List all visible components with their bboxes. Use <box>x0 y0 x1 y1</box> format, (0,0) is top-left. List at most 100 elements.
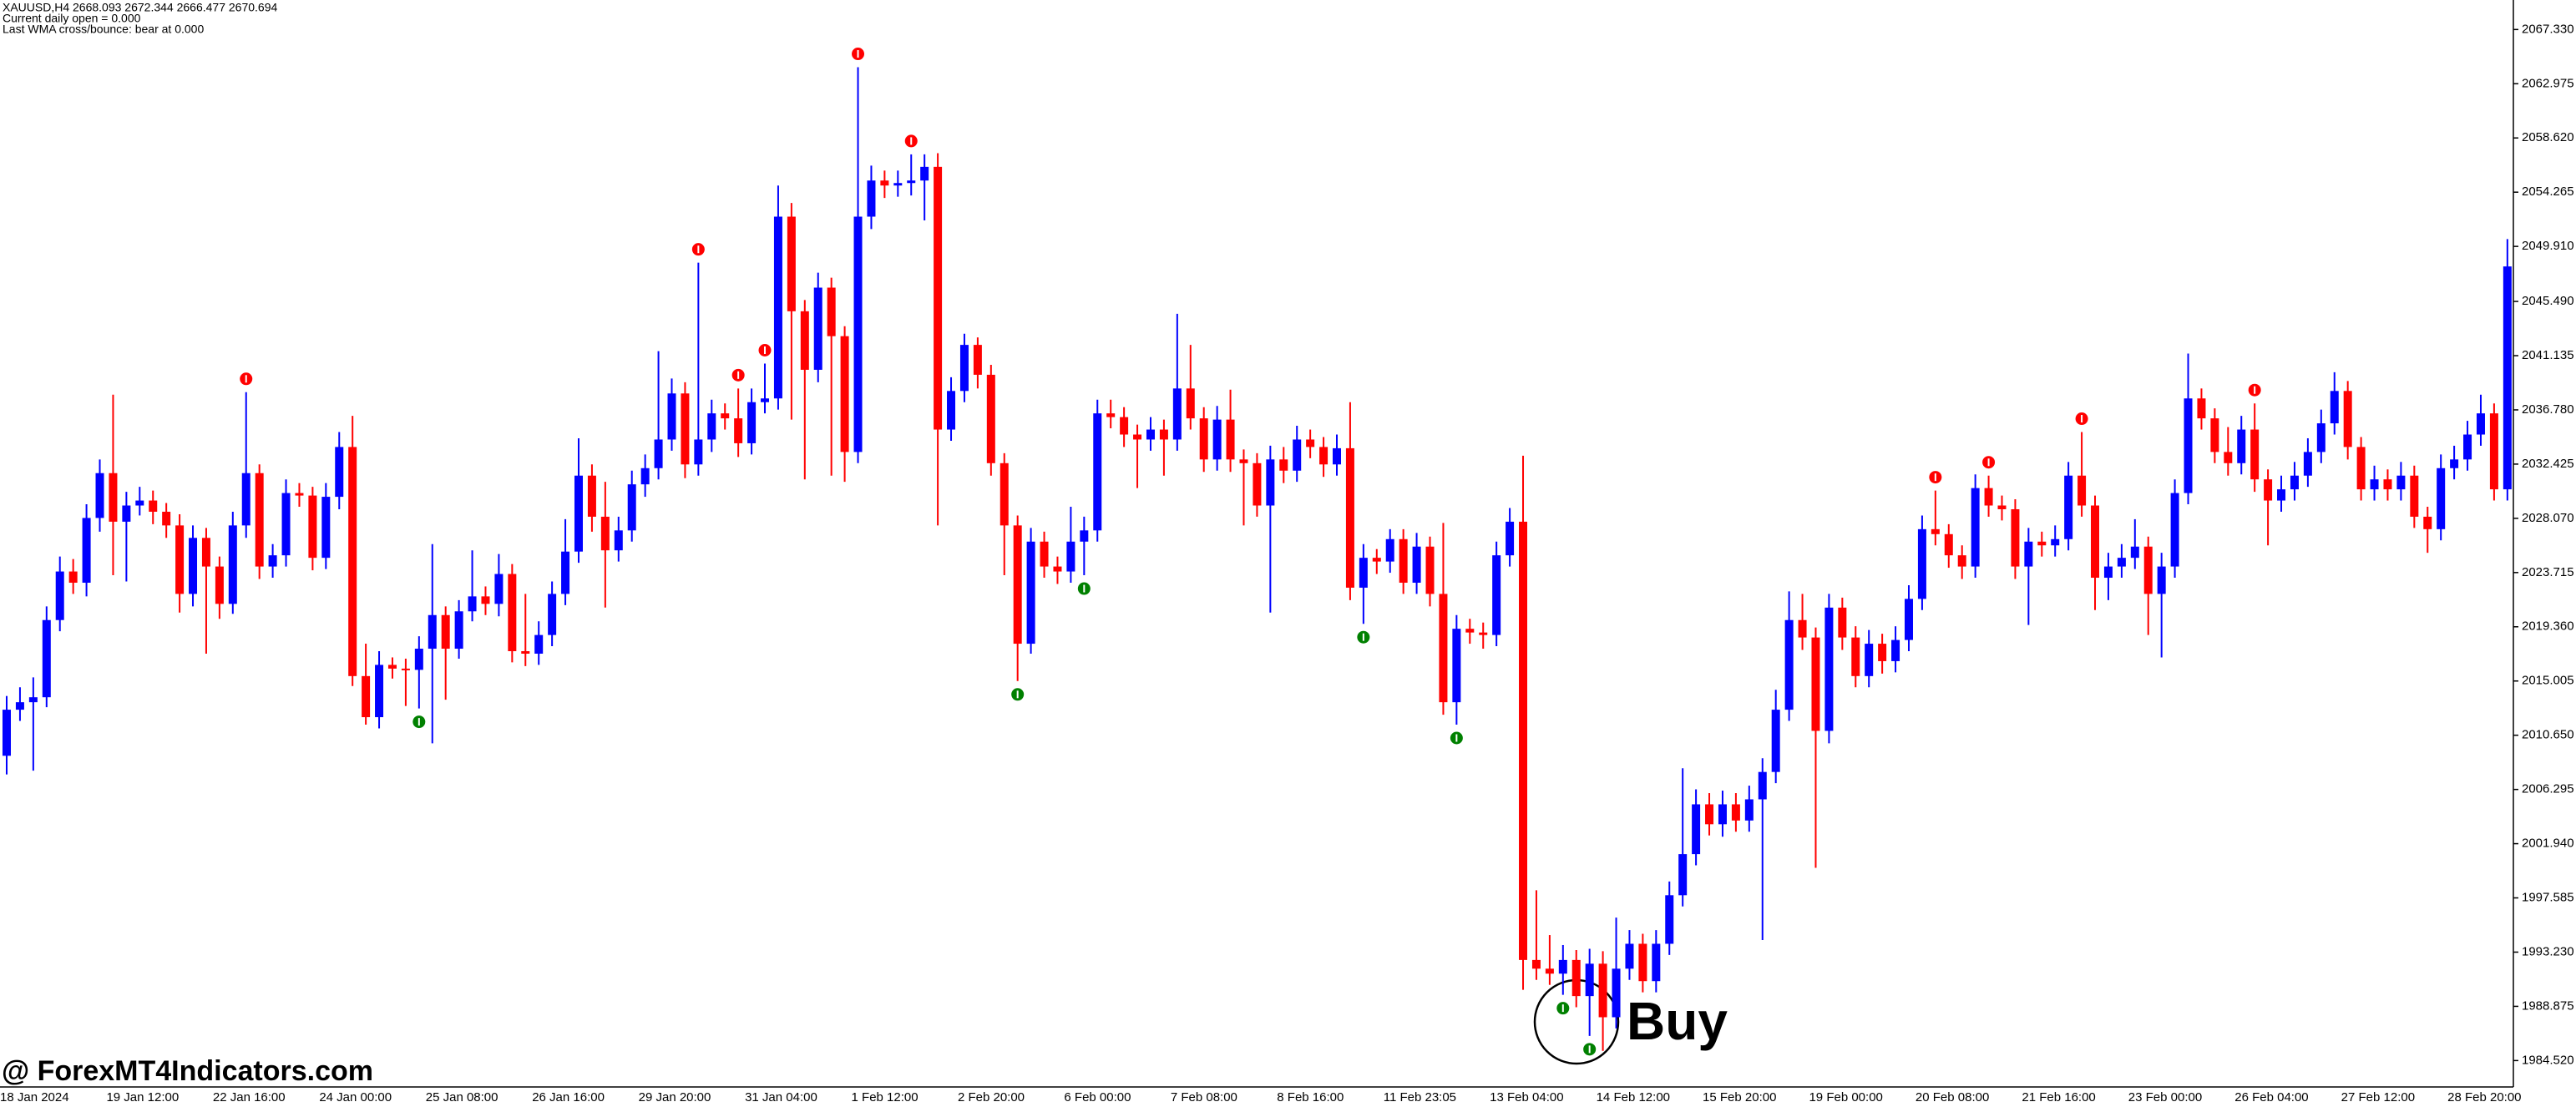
y-tick-label: 2045.490 <box>2522 294 2574 308</box>
candle-body <box>707 413 716 440</box>
candle-body <box>1865 644 1874 676</box>
candle-body <box>2423 516 2432 529</box>
candle-body <box>28 697 38 703</box>
candle-body <box>1093 413 1102 531</box>
candle-body <box>201 538 210 567</box>
y-tick-label: 2054.265 <box>2522 184 2574 199</box>
candle-body <box>95 473 104 518</box>
candle-body <box>1838 607 1847 638</box>
candle-body <box>1531 959 1541 969</box>
candle-body <box>787 216 796 311</box>
candle-body <box>959 345 969 392</box>
candle-body <box>1199 418 1208 460</box>
candle-body <box>454 611 463 650</box>
y-tick-label: 1993.230 <box>2522 944 2574 958</box>
candle-body <box>973 345 982 375</box>
candle-body <box>1053 566 1062 572</box>
candle-body <box>1744 799 1754 821</box>
candle-body <box>55 571 64 620</box>
candle-body <box>122 505 131 522</box>
x-tick-label: 1 Feb 12:00 <box>852 1090 919 1104</box>
candle-body <box>1212 419 1222 460</box>
x-tick-label: 18 Jan 2024 <box>0 1090 69 1104</box>
sell-signal-glyph <box>2254 386 2256 394</box>
y-tick-label: 2032.425 <box>2522 457 2574 471</box>
candle-body <box>2264 479 2273 501</box>
candle-body <box>2330 391 2339 424</box>
x-tick-label: 13 Feb 04:00 <box>1490 1090 1563 1104</box>
candle-body <box>1545 968 1554 974</box>
x-tick-label: 25 Jan 08:00 <box>426 1090 498 1104</box>
candle-body <box>1412 546 1421 583</box>
candle-body <box>2157 566 2166 594</box>
buy-signal-glyph <box>1561 1004 1564 1013</box>
y-tick-label: 2010.650 <box>2522 728 2574 742</box>
y-tick-label: 2015.005 <box>2522 674 2574 688</box>
candle-body <box>827 287 836 336</box>
candle-body <box>2396 475 2406 490</box>
sell-signal-glyph <box>910 137 913 145</box>
x-tick-label: 26 Jan 16:00 <box>532 1090 605 1104</box>
candle-body <box>773 216 782 399</box>
y-tick-label: 1988.875 <box>2522 998 2574 1013</box>
sell-signal-glyph <box>2081 415 2083 423</box>
sell-signal-glyph <box>857 50 859 58</box>
sell-signal-glyph <box>697 245 700 254</box>
candle-body <box>694 439 703 465</box>
candle-body <box>1133 434 1142 440</box>
header-line: XAUUSD,H4 2668.093 2672.344 2666.477 267… <box>3 1 277 14</box>
candle-body <box>3 710 11 756</box>
candle-body <box>2489 413 2498 490</box>
candle-body <box>920 166 929 181</box>
y-tick-label: 2036.780 <box>2522 402 2574 417</box>
x-tick-label: 8 Feb 16:00 <box>1277 1090 1344 1104</box>
x-tick-label: 31 Jan 04:00 <box>745 1090 817 1104</box>
candle-body <box>681 393 690 465</box>
buy-annotation: Buy <box>1627 991 1728 1051</box>
x-tick-label: 21 Feb 16:00 <box>2022 1090 2095 1104</box>
candle-body <box>1798 619 1807 638</box>
candle-body <box>1718 804 1727 825</box>
candle-body <box>1665 895 1674 944</box>
candle-body <box>1000 463 1009 526</box>
candle-body <box>521 651 530 654</box>
x-tick-label: 7 Feb 08:00 <box>1171 1090 1237 1104</box>
candle-body <box>2303 452 2312 476</box>
candle-body <box>1439 594 1448 703</box>
candle-body <box>587 475 596 517</box>
candle-body <box>2130 546 2139 559</box>
candle-body <box>42 619 51 698</box>
candle-body <box>1026 541 1035 644</box>
candle-body <box>853 216 863 452</box>
candle-body <box>2356 447 2366 490</box>
x-tick-label: 26 Feb 04:00 <box>2234 1090 2308 1104</box>
candle-body <box>135 500 144 506</box>
candle-body <box>1585 963 1594 997</box>
candle-body <box>1957 555 1966 567</box>
y-tick-label: 2062.975 <box>2522 76 2574 90</box>
candle-body <box>1080 530 1089 542</box>
candle-body <box>1465 629 1475 633</box>
candle-body <box>1359 558 1368 588</box>
candle-body <box>1106 413 1116 417</box>
candle-body <box>800 311 809 370</box>
candle-body <box>268 555 277 567</box>
y-tick-label: 2019.360 <box>2522 619 2574 634</box>
candle-body <box>1692 804 1701 855</box>
candle-body <box>1519 521 1528 960</box>
candle-body <box>308 495 317 559</box>
candle-body <box>1333 447 1341 465</box>
sell-signal-glyph <box>1987 458 1990 467</box>
candle-body <box>1266 459 1275 506</box>
candle-body <box>640 468 650 485</box>
candle-body <box>1558 959 1567 974</box>
candle-body <box>2290 475 2299 490</box>
candle-body <box>1984 488 1993 506</box>
candle-body <box>1758 771 1767 800</box>
candle-body <box>1066 541 1075 572</box>
candle-body <box>1040 541 1049 567</box>
candle-body <box>2224 452 2233 463</box>
candle-body <box>1253 463 1262 506</box>
x-tick-label: 19 Feb 00:00 <box>1809 1090 1882 1104</box>
